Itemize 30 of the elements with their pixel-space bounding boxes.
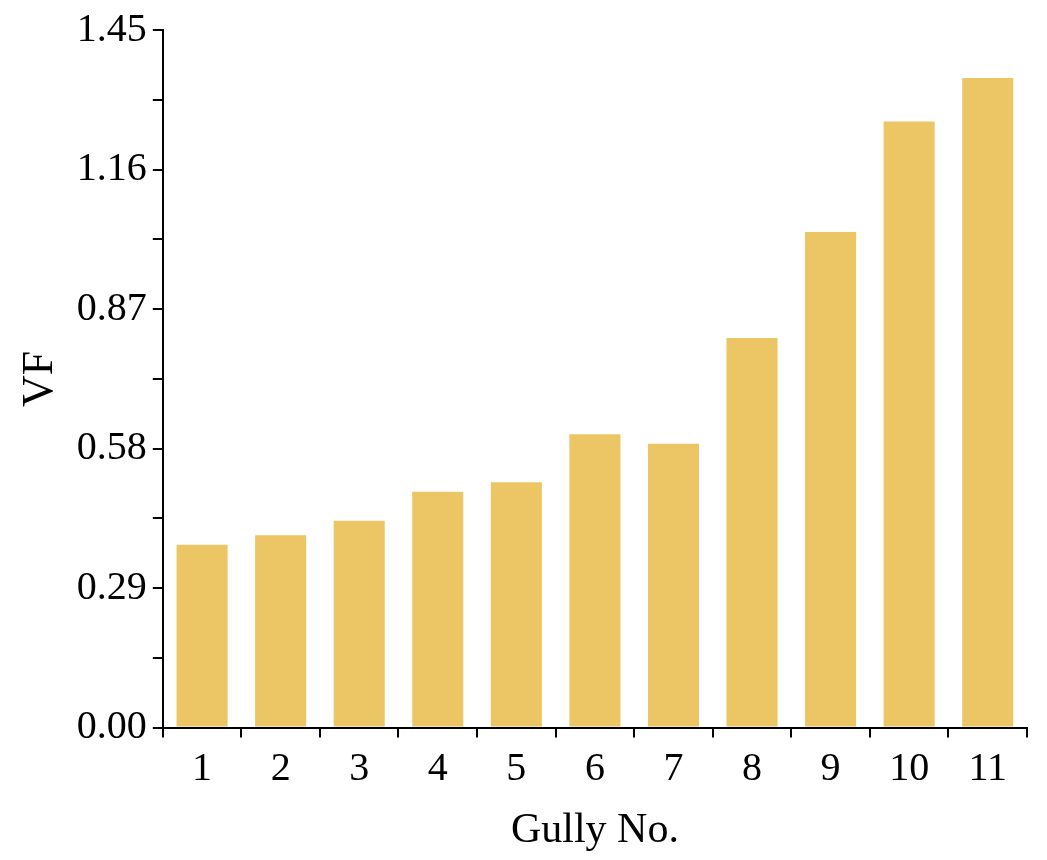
x-tick-label: 6: [584, 744, 605, 790]
y-axis-title: VF: [12, 350, 62, 407]
x-axis-title: Gully No.: [510, 804, 679, 851]
bar: [412, 491, 464, 727]
y-tick-label: 0.58: [76, 423, 147, 469]
x-tick-label: 7: [663, 744, 684, 790]
bar: [962, 78, 1014, 727]
bar: [805, 232, 857, 727]
x-tick-label: 9: [820, 744, 841, 790]
bar: [569, 434, 621, 727]
x-tick-label: 11: [968, 744, 1007, 790]
bar: [255, 535, 307, 727]
y-tick-label: 1.45: [76, 4, 147, 50]
bar: [647, 443, 699, 727]
x-tick-label: 3: [349, 744, 370, 790]
bar: [883, 121, 935, 727]
x-tick-label: 1: [192, 744, 213, 790]
x-tick-label: 5: [506, 744, 527, 790]
x-tick-label: 8: [742, 744, 763, 790]
x-tick-label: 4: [427, 744, 448, 790]
x-tick-label: 10: [889, 744, 930, 790]
bar: [490, 482, 542, 727]
y-tick-label: 0.87: [76, 283, 147, 329]
bar: [333, 520, 385, 727]
y-tick-label: 1.16: [76, 144, 147, 190]
bar: [726, 337, 778, 727]
bar: [176, 544, 228, 727]
y-tick-label: 0.00: [76, 702, 147, 748]
x-tick-label: 2: [270, 744, 291, 790]
y-tick-label: 0.29: [76, 562, 147, 608]
